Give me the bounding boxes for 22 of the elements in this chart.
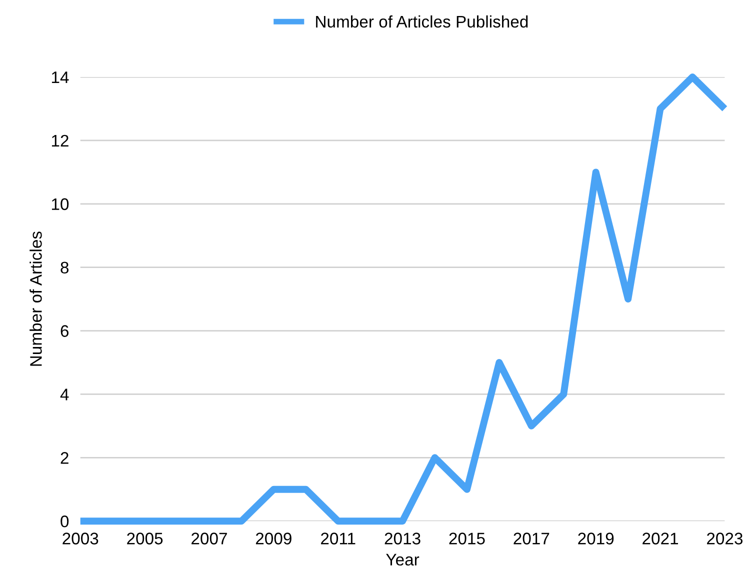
x-tick-label: 2019 bbox=[578, 532, 614, 544]
x-tick-label: 2003 bbox=[62, 532, 98, 544]
y-tick-label: 10 bbox=[52, 198, 69, 210]
y-tick-label: 4 bbox=[60, 388, 69, 400]
x-tick-label: 2009 bbox=[256, 532, 292, 544]
y-tick-label: 6 bbox=[60, 325, 69, 337]
x-tick-label: 2021 bbox=[642, 532, 678, 544]
x-tick-label: 2005 bbox=[127, 532, 163, 544]
y-axis-title: Number of Articles bbox=[30, 232, 42, 366]
x-tick-label: 2013 bbox=[384, 532, 420, 544]
x-axis-title: Year bbox=[386, 554, 420, 566]
x-tick-label: 2007 bbox=[192, 532, 227, 544]
legend-label: Number of Articles Published bbox=[316, 15, 528, 28]
x-tick-label: 2023 bbox=[707, 532, 743, 544]
y-tick-label: 8 bbox=[60, 262, 69, 274]
y-tick-label: 14 bbox=[52, 72, 69, 84]
y-tick-label: 2 bbox=[60, 452, 68, 464]
x-tick-label: 2011 bbox=[321, 532, 356, 544]
y-tick-label: 12 bbox=[52, 134, 68, 146]
x-tick-label: 2015 bbox=[449, 532, 485, 544]
x-tick-label: 2017 bbox=[514, 532, 550, 544]
y-tick-label: 0 bbox=[60, 516, 69, 528]
